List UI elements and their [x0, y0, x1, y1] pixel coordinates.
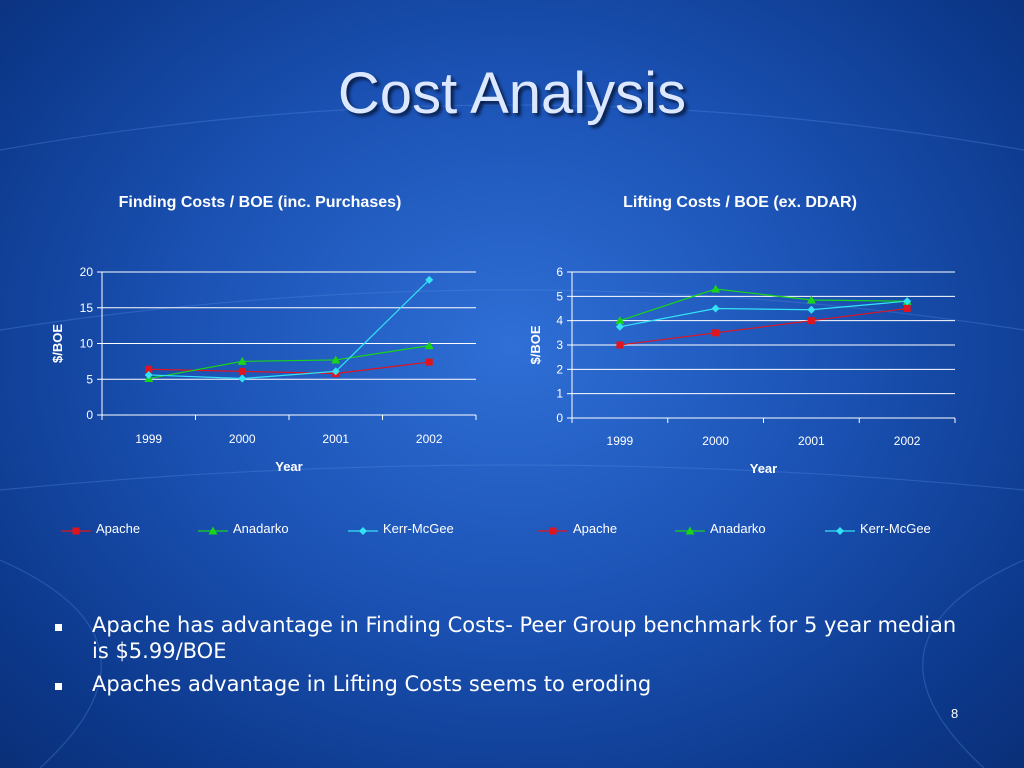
- x-tick-label: 2002: [894, 434, 921, 448]
- legend-swatch-kerr-mcgee: [348, 527, 378, 535]
- y-tick-label: 5: [86, 372, 93, 386]
- y-tick-label: 2: [556, 362, 563, 376]
- series-line-apache: [619, 307, 908, 346]
- slide-title: Cost Analysis: [337, 61, 687, 126]
- y-axis-label: $/BOE: [50, 324, 65, 363]
- bullet-item: Apache has advantage in Finding Costs- P…: [52, 612, 972, 664]
- series-line-anadarko: [148, 345, 430, 380]
- legend-label: Apache: [96, 521, 141, 536]
- y-tick-label: 3: [556, 338, 563, 352]
- x-tick-label: 2000: [702, 434, 729, 448]
- finding-costs-chart-title: Finding Costs / BOE (inc. Purchases): [118, 194, 402, 211]
- x-axis-label: Year: [750, 461, 777, 476]
- legend-marker-anadarko: [208, 526, 218, 535]
- data-point-kerr-mcgee: [903, 297, 912, 306]
- data-point-kerr-mcgee: [615, 322, 624, 331]
- data-point-anadarko: [424, 341, 434, 350]
- y-tick-label: 20: [80, 265, 94, 279]
- lifting-costs-legend: Apache Anadarko Kerr-McGee: [537, 521, 957, 541]
- data-point-apache: [616, 341, 624, 349]
- series-line-anadarko: [619, 288, 908, 322]
- data-point-kerr-mcgee: [425, 275, 434, 284]
- legend-marker-kerr-mcgee: [359, 527, 367, 535]
- y-tick-label: 1: [556, 387, 563, 401]
- page-number: 8: [951, 706, 959, 721]
- finding-costs-legend: Apache Anadarko Kerr-McGee: [60, 521, 480, 541]
- data-point-kerr-mcgee: [331, 367, 340, 376]
- legend-label: Apache: [573, 521, 618, 536]
- y-tick-label: 0: [556, 411, 563, 425]
- legend-swatch-apache: [61, 527, 91, 535]
- data-point-anadarko: [237, 356, 247, 365]
- y-tick-label: 15: [80, 301, 94, 315]
- legend-swatch-apache: [538, 527, 568, 535]
- bullet-marker-icon: [55, 683, 62, 690]
- x-tick-label: 2001: [798, 434, 825, 448]
- data-point-apache: [903, 305, 911, 312]
- legend-marker-kerr-mcgee: [836, 527, 844, 535]
- x-tick-label: 2002: [416, 432, 443, 446]
- legend-swatch-anadarko: [198, 526, 228, 535]
- y-tick-label: 5: [556, 289, 563, 303]
- data-point-anadarko: [806, 295, 816, 304]
- bullet-item: Apaches advantage in Lifting Costs seems…: [52, 671, 972, 697]
- y-tick-label: 10: [80, 337, 94, 351]
- y-tick-label: 6: [556, 265, 563, 279]
- data-point-apache: [807, 317, 815, 325]
- data-point-anadarko: [331, 355, 341, 364]
- legend-marker-apache: [72, 527, 80, 535]
- x-tick-label: 1999: [607, 434, 634, 448]
- legend-label: Anadarko: [710, 521, 766, 536]
- bullet-marker-icon: [55, 624, 62, 631]
- data-point-apache: [425, 358, 433, 366]
- bullet-list: Apache has advantage in Finding Costs- P…: [52, 612, 972, 704]
- series-line-kerr-mcgee: [148, 279, 430, 380]
- data-point-kerr-mcgee: [238, 374, 247, 383]
- legend-swatch-anadarko: [675, 526, 705, 535]
- x-tick-label: 1999: [135, 432, 162, 446]
- legend-marker-anadarko: [685, 526, 695, 535]
- legend-label: Kerr-McGee: [383, 521, 454, 536]
- series-line-kerr-mcgee: [619, 300, 908, 328]
- legend-label: Kerr-McGee: [860, 521, 931, 536]
- data-point-apache: [145, 365, 153, 373]
- x-tick-label: 2001: [322, 432, 349, 446]
- data-point-apache: [238, 367, 246, 375]
- x-tick-label: 2000: [229, 432, 256, 446]
- legend-swatch-kerr-mcgee: [825, 527, 855, 535]
- data-point-kerr-mcgee: [144, 370, 153, 379]
- legend-label: Anadarko: [233, 521, 289, 536]
- data-point-kerr-mcgee: [711, 304, 720, 313]
- data-point-anadarko: [711, 284, 721, 293]
- data-point-anadarko: [615, 316, 625, 325]
- bullet-text: Apaches advantage in Lifting Costs seems…: [92, 672, 652, 696]
- bullet-text: Apache has advantage in Finding Costs- P…: [92, 613, 957, 663]
- y-axis-label: $/BOE: [528, 325, 543, 364]
- y-tick-label: 4: [556, 314, 563, 328]
- data-point-apache: [712, 329, 720, 337]
- data-point-kerr-mcgee: [807, 305, 816, 314]
- x-axis-label: Year: [275, 459, 302, 474]
- legend-marker-apache: [549, 527, 557, 535]
- lifting-costs-chart-title: Lifting Costs / BOE (ex. DDAR): [623, 194, 857, 211]
- y-tick-label: 0: [86, 408, 93, 422]
